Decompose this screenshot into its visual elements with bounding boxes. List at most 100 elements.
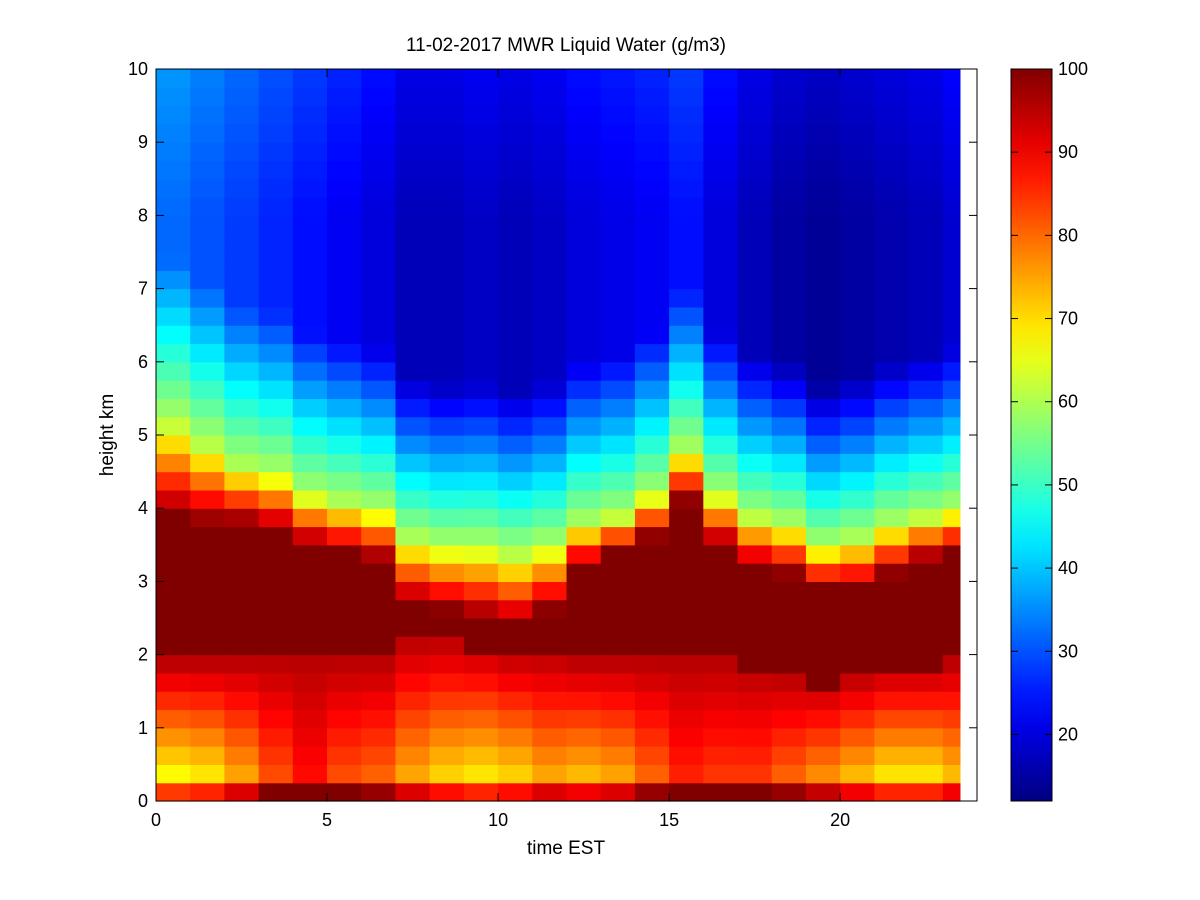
heatmap-cell	[156, 435, 191, 454]
heatmap-cell	[532, 105, 568, 125]
heatmap-cell	[840, 489, 875, 509]
heatmap-cell	[669, 618, 704, 637]
heatmap-cell	[258, 325, 294, 345]
heatmap-cell	[361, 544, 397, 564]
heatmap-cell	[292, 508, 328, 528]
heatmap-cell	[463, 142, 499, 162]
heatmap-cell	[942, 672, 961, 692]
heatmap-cell	[874, 489, 910, 509]
heatmap-cell	[361, 270, 397, 290]
colorbar-tick-label: 70	[1058, 309, 1078, 329]
heatmap-cell	[258, 343, 294, 363]
heatmap-cell	[258, 544, 294, 564]
heatmap-cell	[600, 306, 636, 326]
heatmap-cell	[395, 489, 431, 509]
heatmap-cell	[327, 361, 362, 381]
heatmap-cell	[498, 252, 533, 271]
heatmap-cell	[771, 471, 807, 491]
heatmap-cell	[840, 252, 875, 271]
heatmap-cell	[190, 471, 226, 491]
heatmap-cell	[395, 709, 431, 729]
heatmap-cell	[942, 489, 961, 509]
heatmap-cell	[634, 380, 670, 399]
heatmap-cell	[327, 618, 362, 637]
heatmap-cell	[190, 435, 226, 454]
heatmap-cell	[703, 325, 739, 345]
heatmap-cell	[703, 197, 739, 216]
heatmap-cell	[361, 654, 397, 674]
heatmap-cell	[771, 618, 807, 637]
heatmap-cell	[190, 160, 226, 180]
heatmap-cell	[840, 343, 875, 363]
heatmap-cell	[703, 105, 739, 125]
heatmap-cell	[429, 727, 465, 747]
heatmap-cell	[771, 398, 807, 418]
heatmap-cell	[908, 618, 944, 637]
heatmap-cell	[327, 691, 362, 711]
heatmap-cell	[292, 142, 328, 162]
heatmap-cell	[327, 599, 362, 619]
heatmap-cell	[600, 453, 636, 473]
heatmap-cell	[258, 215, 294, 235]
heatmap-cell	[498, 599, 533, 619]
heatmap-cell	[532, 489, 568, 509]
heatmap-cell	[361, 160, 397, 180]
heatmap-cell	[156, 325, 191, 345]
heatmap-cell	[258, 453, 294, 473]
heatmap-cell	[292, 709, 328, 729]
heatmap-cell	[429, 215, 465, 235]
heatmap-cell	[498, 581, 533, 601]
heatmap-cell	[703, 672, 739, 692]
heatmap-cell	[703, 178, 739, 198]
heatmap-cell	[669, 105, 704, 125]
heatmap-cell	[361, 306, 397, 326]
heatmap-cell	[463, 691, 499, 711]
heatmap-cell	[908, 471, 944, 491]
heatmap-cell	[292, 361, 328, 381]
heatmap-cell	[224, 398, 260, 418]
heatmap-cell	[463, 709, 499, 729]
heatmap-cell	[805, 654, 841, 674]
heatmap-cell	[703, 727, 739, 747]
y-tick-label: 2	[138, 645, 148, 665]
heatmap-cell	[805, 563, 841, 582]
heatmap-cell	[463, 252, 499, 271]
heatmap-cell	[156, 471, 191, 491]
heatmap-cell	[156, 489, 191, 509]
colorbar-tick-label: 20	[1058, 724, 1078, 744]
heatmap-cell	[498, 197, 533, 216]
heatmap-cell	[840, 325, 875, 345]
heatmap-cell	[258, 416, 294, 436]
heatmap-cell	[771, 563, 807, 582]
heatmap-cell	[634, 453, 670, 473]
heatmap-cell	[498, 288, 533, 308]
heatmap-cell	[361, 581, 397, 601]
heatmap-cell	[669, 123, 704, 143]
heatmap-cell	[874, 142, 910, 162]
heatmap-cell	[840, 215, 875, 235]
heatmap-cell	[156, 215, 191, 235]
heatmap-cell	[566, 526, 602, 546]
heatmap-cell	[874, 654, 910, 674]
heatmap-cell	[292, 435, 328, 454]
heatmap-cell	[908, 233, 944, 253]
heatmap-cell	[361, 325, 397, 345]
heatmap-cell	[942, 599, 961, 619]
heatmap-cell	[532, 87, 568, 107]
heatmap-cell	[156, 178, 191, 198]
heatmap-cell	[908, 105, 944, 125]
heatmap-cell	[224, 672, 260, 692]
heatmap-cell	[566, 87, 602, 107]
heatmap-cell	[600, 563, 636, 582]
heatmap-cell	[942, 233, 961, 253]
heatmap-cell	[566, 581, 602, 601]
heatmap-cell	[498, 746, 533, 765]
heatmap-cell	[532, 654, 568, 674]
heatmap-cell	[566, 764, 602, 784]
heatmap-cell	[429, 87, 465, 107]
heatmap-cell	[258, 691, 294, 711]
heatmap-cell	[532, 526, 568, 546]
heatmap-cell	[224, 435, 260, 454]
heatmap-cell	[498, 636, 533, 656]
